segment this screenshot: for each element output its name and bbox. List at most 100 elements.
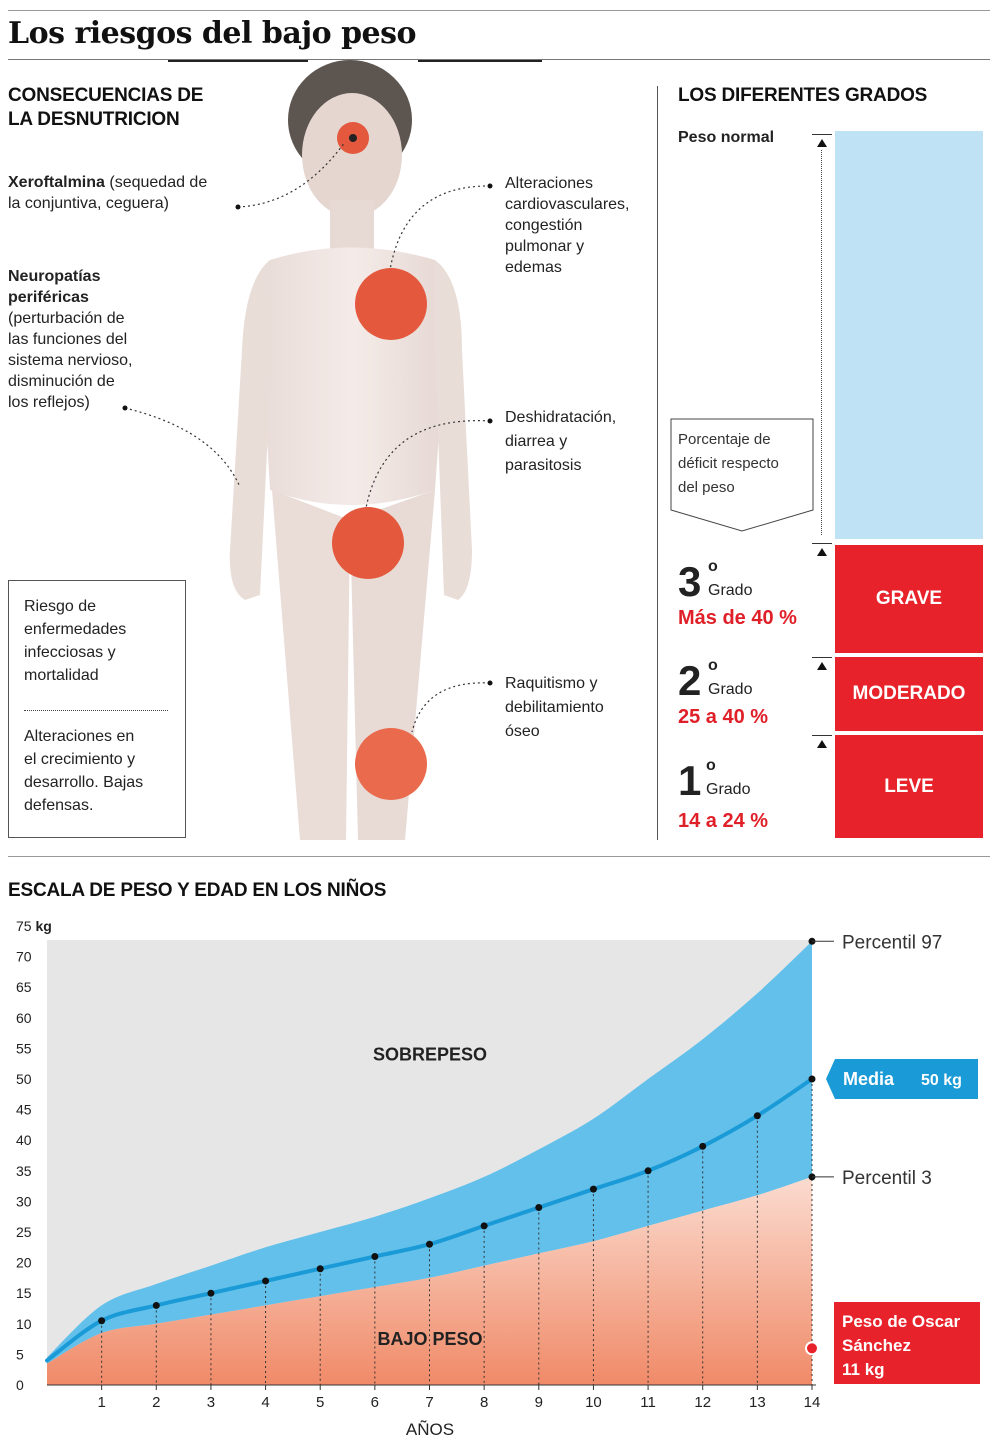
media-point (753, 1112, 761, 1120)
severity-moderado: MODERADO (835, 657, 983, 731)
grade-2-ordinal: o (708, 657, 718, 674)
y-tick-label: 55 (16, 1040, 32, 1056)
media-point (426, 1240, 433, 1248)
cardio-note: Alteraciones cardiovasculares, congestió… (505, 175, 630, 276)
callout-box (834, 1302, 980, 1384)
callout-line2: Sánchez (842, 1336, 911, 1355)
risk-box (8, 580, 186, 838)
grade-1-number: 1 (678, 757, 702, 804)
eye-marker-dot (349, 134, 357, 142)
x-tick-label: 14 (804, 1394, 821, 1411)
media-point (535, 1204, 543, 1212)
x-tick-label: 8 (480, 1394, 488, 1411)
deshidratacion-note: Deshidratación, diarrea y parasitosis (505, 409, 617, 474)
callout-line1: Peso de Oscar (842, 1312, 961, 1331)
grade-2-number: 2 (678, 657, 702, 704)
grades-title: LOS DIFERENTES GRADOS (678, 85, 928, 106)
x-tick-label: 5 (316, 1394, 324, 1411)
severity-leve: LEVE (835, 735, 983, 838)
y-tick-label: 45 (16, 1102, 32, 1118)
grade-3-range: Más de 40 % (678, 607, 797, 629)
y-tick-label: 70 (16, 949, 32, 965)
y-tick-label: 25 (16, 1224, 32, 1240)
callout-line3: 11 kg (842, 1360, 885, 1379)
x-tick-label: 10 (585, 1394, 602, 1411)
callout-point (805, 1341, 819, 1356)
neuropatias-term: Neuropatías periféricas (8, 268, 101, 306)
knee-marker (355, 728, 427, 800)
y-tick-label: 20 (16, 1255, 32, 1271)
risk-box-divider (24, 710, 168, 711)
y-tick-label: 5 (16, 1346, 24, 1362)
severity-grave-label: GRAVE (875, 588, 943, 609)
severity-leve-label: LEVE (884, 775, 934, 797)
y-tick-label: 10 (16, 1316, 32, 1332)
neuropatias-note: Neuropatías periféricas (perturbación de … (8, 266, 178, 413)
y-tick-label: 30 (16, 1193, 32, 1209)
y-tick-label: 40 (16, 1132, 32, 1148)
grade-1-ordinal: o (706, 757, 716, 774)
media-point (589, 1185, 597, 1193)
x-tick-label: 12 (694, 1394, 711, 1411)
p97-label: Percentil 97 (842, 932, 942, 953)
grade-3-ordinal: o (708, 558, 718, 575)
tick-line (812, 657, 832, 658)
normal-weight-band (47, 941, 812, 1364)
media-point (371, 1252, 379, 1260)
media-point (262, 1277, 270, 1285)
x-tick-label: 9 (535, 1394, 543, 1411)
p3-label: Percentil 3 (842, 1168, 932, 1189)
scale-title: ESCALA DE PESO Y EDAD EN LOS NIÑOS (8, 880, 387, 901)
deficit-note: Porcentaje de déficit respecto del peso (678, 431, 779, 496)
x-tick-label: 13 (749, 1394, 766, 1411)
media-point (207, 1289, 215, 1297)
deficit-note-box (670, 418, 814, 532)
y-tick-label: 60 (16, 1010, 32, 1026)
x-tick-label: 2 (152, 1394, 160, 1411)
grade-3-number: 3 (678, 558, 702, 605)
xeroftalmia-note: Xeroftalmina (sequedad de la conjuntiva,… (8, 172, 223, 214)
media-point (316, 1265, 324, 1273)
media-point (152, 1301, 160, 1309)
scale-guide (821, 150, 823, 535)
y-tick-label: 0 (16, 1377, 24, 1393)
arrow-up-icon (817, 139, 827, 147)
grade-2-word: Grado (708, 681, 753, 698)
x-axis-title: AÑOS (406, 1420, 454, 1439)
x-tick-label: 4 (261, 1394, 269, 1411)
raquitismo-note: Raquitismo y debilitamiento óseo (505, 675, 604, 740)
tick-line (812, 134, 832, 135)
x-tick-label: 11 (640, 1394, 656, 1411)
media-label-badge (826, 1059, 978, 1099)
x-tick-label: 1 (97, 1394, 105, 1411)
neuropatias-desc: (perturbación de las funciones del siste… (8, 310, 133, 411)
peso-normal-label: Peso normal (678, 129, 775, 146)
underweight-region-label: BAJO PESO (377, 1329, 482, 1349)
risk-box-crecimiento: Alteraciones en el crecimiento y desarro… (24, 728, 144, 814)
chest-marker (355, 268, 427, 340)
page-title: Los riesgos del bajo peso (8, 16, 417, 51)
arrow-up-icon (817, 662, 827, 670)
media-point (480, 1222, 488, 1230)
grade-3-word: Grado (708, 582, 753, 599)
x-tick-label: 3 (207, 1394, 215, 1411)
consequences-title: CONSECUENCIAS DE LA DESNUTRICION (8, 85, 204, 130)
y-tick-label: 15 (16, 1285, 32, 1301)
media-point (699, 1142, 707, 1150)
grade-1-range: 14 a 24 % (678, 810, 769, 832)
media-point (644, 1167, 652, 1175)
xeroftalmia-term: Xeroftalmina (8, 174, 105, 191)
grade-2-range: 25 a 40 % (678, 706, 769, 728)
media-label: Media (843, 1069, 895, 1089)
x-tick-label: 6 (371, 1394, 379, 1411)
tick-line (812, 543, 832, 544)
peso-normal-bar (835, 131, 983, 539)
arrow-up-icon (817, 740, 827, 748)
overweight-region-label: SOBREPESO (373, 1045, 487, 1065)
y-tick-label: 65 (16, 979, 32, 995)
severity-moderado-label: MODERADO (852, 683, 966, 704)
tick-line (812, 735, 832, 736)
y-unit: kg (32, 918, 52, 934)
section-divider (657, 86, 658, 840)
y-tick-label: 35 (16, 1163, 32, 1179)
